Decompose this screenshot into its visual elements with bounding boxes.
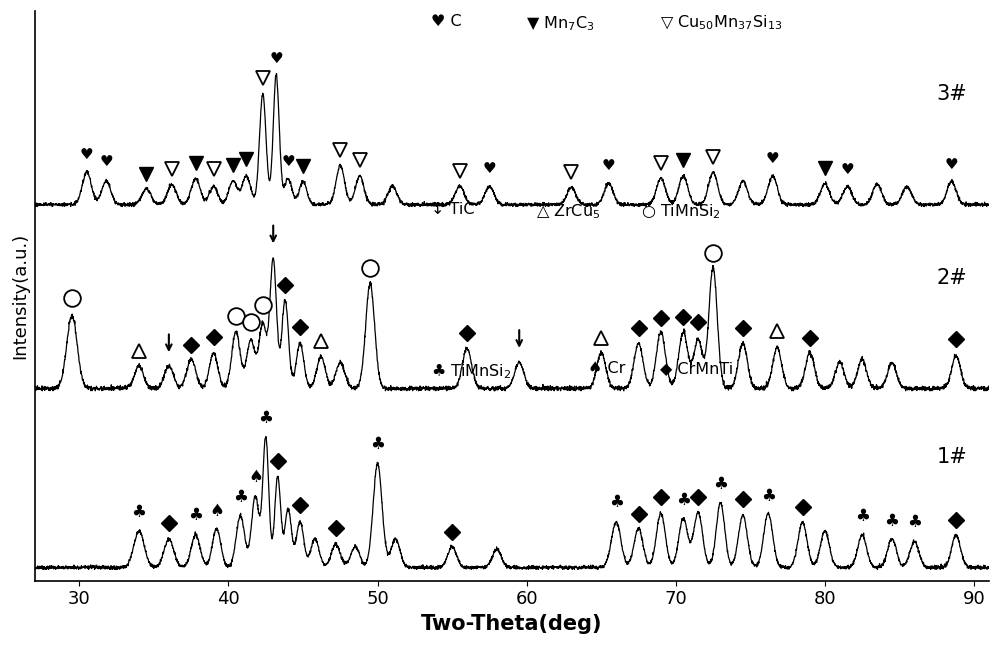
Text: ♣: ♣ [855, 507, 870, 525]
Text: ♥ C: ♥ C [431, 14, 461, 29]
Text: ♣ TiMnSi$_2$: ♣ TiMnSi$_2$ [431, 361, 511, 381]
Text: ♣: ♣ [761, 486, 776, 504]
Text: ♣: ♣ [188, 506, 203, 524]
Text: ♣: ♣ [258, 408, 273, 426]
Text: ○ TiMnSi$_2$: ○ TiMnSi$_2$ [641, 202, 721, 221]
Text: ♣: ♣ [233, 488, 248, 506]
Text: ◆ CrMnTi: ◆ CrMnTi [660, 361, 733, 376]
Text: ▽ Cu$_{50}$Mn$_{37}$Si$_{13}$: ▽ Cu$_{50}$Mn$_{37}$Si$_{13}$ [660, 14, 782, 32]
Text: ♣: ♣ [713, 475, 728, 493]
Text: ♣: ♣ [676, 491, 691, 510]
Text: ↓ TiC: ↓ TiC [431, 202, 474, 217]
Text: △ ZrCu$_5$: △ ZrCu$_5$ [536, 202, 600, 221]
Text: ♠ Cr: ♠ Cr [588, 361, 625, 376]
Text: ♥: ♥ [99, 154, 113, 169]
Text: 2#: 2# [936, 268, 967, 288]
Y-axis label: Intensity(a.u.): Intensity(a.u.) [11, 233, 29, 359]
Text: ♥: ♥ [483, 161, 496, 175]
X-axis label: Two-Theta(deg): Two-Theta(deg) [421, 614, 603, 634]
Text: ♣: ♣ [609, 493, 624, 511]
Text: ▼ Mn$_7$C$_3$: ▼ Mn$_7$C$_3$ [526, 14, 595, 33]
Text: ♥: ♥ [840, 163, 854, 177]
Text: ♠: ♠ [248, 468, 263, 486]
Text: 1#: 1# [936, 447, 967, 467]
Text: ♠: ♠ [209, 502, 224, 519]
Text: ♣: ♣ [907, 513, 922, 531]
Text: ♥: ♥ [281, 154, 295, 169]
Text: ♥: ♥ [80, 147, 94, 162]
Text: ♣: ♣ [370, 435, 385, 453]
Text: ♥: ♥ [945, 157, 958, 172]
Text: 3#: 3# [936, 84, 967, 104]
Text: ♥: ♥ [602, 158, 616, 173]
Text: ♣: ♣ [132, 504, 146, 521]
Text: ♥: ♥ [766, 150, 780, 166]
Text: ♣: ♣ [885, 512, 899, 530]
Text: ♥: ♥ [269, 51, 283, 66]
